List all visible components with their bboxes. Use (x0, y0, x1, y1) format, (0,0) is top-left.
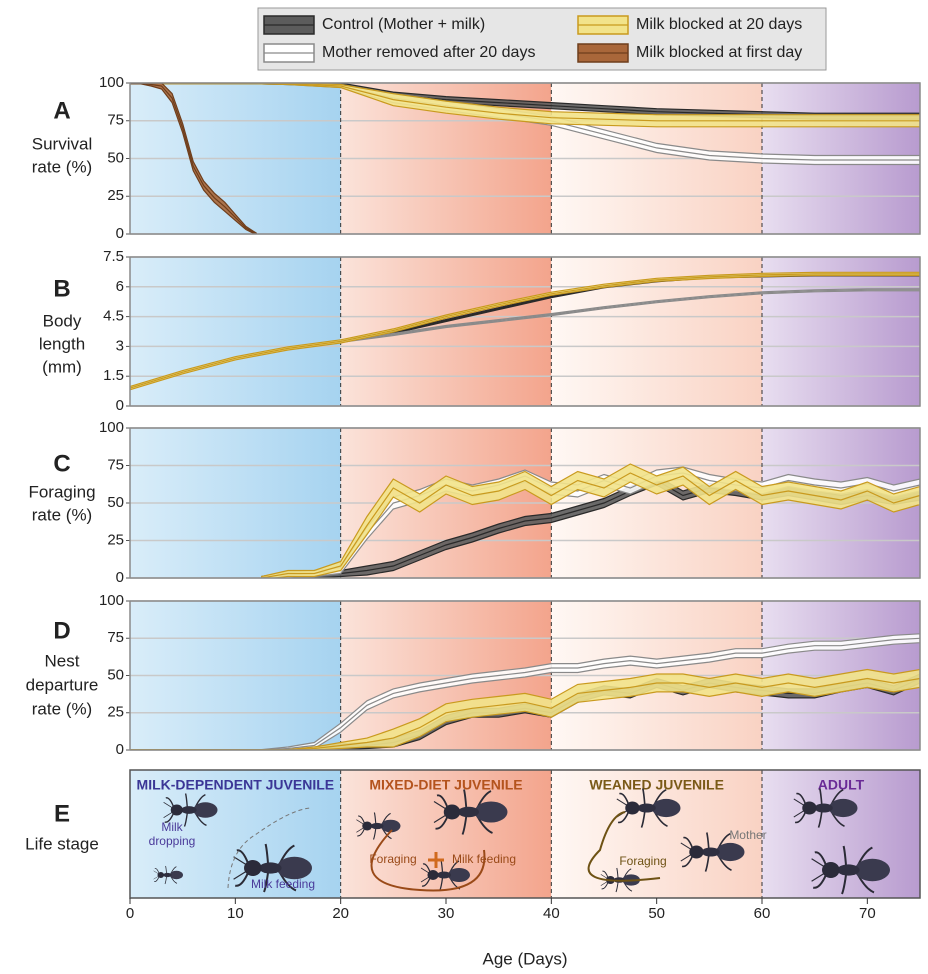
panel-letter: E (54, 800, 70, 827)
x-tick-label: 20 (332, 905, 349, 922)
y-tick-label: 100 (99, 74, 124, 91)
x-tick-label: 70 (859, 905, 876, 922)
x-tick-label: 10 (227, 905, 244, 922)
y-axis-label: Body (43, 311, 82, 330)
y-tick-label: 25 (107, 531, 124, 548)
y-tick-label: 100 (99, 419, 124, 436)
stage-background (341, 257, 552, 406)
annotation: dropping (149, 834, 196, 848)
stage-label: MIXED-DIET JUVENILE (369, 777, 522, 793)
y-tick-label: 7.5 (103, 248, 124, 265)
y-tick-label: 0 (116, 225, 124, 242)
y-tick-label: 50 (107, 149, 124, 166)
panel-letter: A (53, 97, 70, 124)
panel-letter: B (53, 275, 70, 302)
x-tick-label: 0 (126, 905, 134, 922)
y-axis-label: departure (26, 675, 99, 694)
annotation: Foraging (369, 852, 416, 866)
x-tick-label: 30 (438, 905, 455, 922)
x-tick-label: 60 (754, 905, 771, 922)
figure: Age (Days) 0255075100ASurvivalrate (%)01… (0, 0, 928, 974)
legend-label: Milk blocked at 20 days (636, 16, 802, 33)
y-tick-label: 6 (116, 278, 124, 295)
y-tick-label: 4.5 (103, 308, 124, 325)
y-axis-label: length (39, 334, 85, 353)
x-tick-label: 40 (543, 905, 560, 922)
stage-background (762, 257, 920, 406)
page: body { margin: 0; background: #fff; font… (0, 0, 928, 974)
x-tick-label: 50 (648, 905, 665, 922)
y-tick-label: 1.5 (103, 367, 124, 384)
y-tick-label: 25 (107, 187, 124, 204)
y-axis-label: Nest (45, 651, 80, 670)
y-axis-label: Foraging (28, 482, 95, 501)
y-tick-label: 100 (99, 592, 124, 609)
panel-letter: C (53, 450, 70, 477)
y-axis-label: rate (%) (32, 699, 92, 718)
y-tick-label: 25 (107, 704, 124, 721)
y-tick-label: 3 (116, 337, 124, 354)
annotation: Milk feeding (251, 877, 315, 891)
body: Age (Days) 0255075100ASurvivalrate (%)01… (0, 0, 928, 974)
annotation: Milk (161, 820, 183, 834)
panel-letter: D (53, 617, 70, 644)
y-tick-label: 50 (107, 666, 124, 683)
y-tick-label: 0 (116, 741, 124, 758)
stage-label: MILK-DEPENDENT JUVENILE (137, 777, 335, 793)
annotation: Mother (729, 828, 766, 842)
annotation: Milk feeding (452, 852, 516, 866)
annotation: Foraging (619, 854, 666, 868)
y-tick-label: 0 (116, 397, 124, 414)
legend-label: Mother removed after 20 days (322, 44, 535, 61)
y-tick-label: 75 (107, 456, 124, 473)
legend-label: Milk blocked at first day (636, 44, 802, 61)
x-axis-label: Age (Days) (482, 949, 567, 968)
stage-label: WEANED JUVENILE (589, 777, 724, 793)
y-axis-label: rate (%) (32, 157, 92, 176)
y-axis-label: (mm) (42, 357, 82, 376)
y-axis-label: Survival (32, 134, 92, 153)
y-axis-label: rate (%) (32, 505, 92, 524)
legend-label: Control (Mother + milk) (322, 16, 485, 33)
y-tick-label: 50 (107, 494, 124, 511)
stage-background (130, 257, 341, 406)
y-axis-label: Life stage (25, 834, 99, 853)
y-tick-label: 75 (107, 629, 124, 646)
y-tick-label: 75 (107, 112, 124, 129)
y-tick-label: 0 (116, 569, 124, 586)
